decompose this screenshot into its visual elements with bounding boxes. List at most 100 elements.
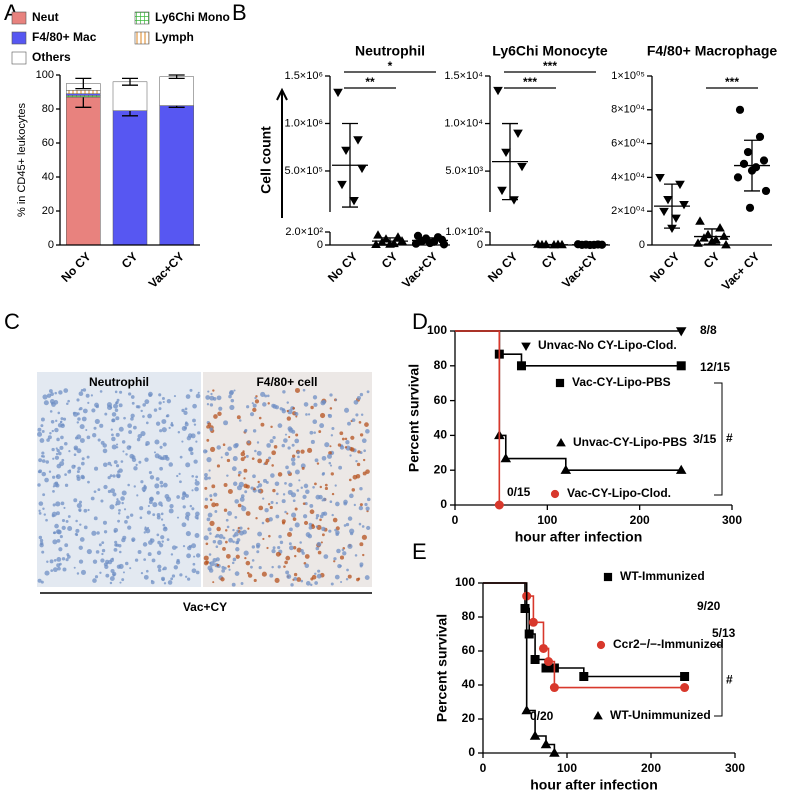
tissue-cell — [223, 508, 228, 512]
tissue-cell — [128, 392, 132, 396]
tissue-cell — [195, 475, 199, 479]
tissue-cell — [127, 483, 130, 487]
tissue-cell — [207, 390, 210, 393]
tissue-cell — [124, 520, 128, 524]
tissue-cell — [347, 574, 352, 579]
tissue-cell — [79, 424, 85, 430]
tissue-cell — [73, 411, 78, 417]
tissue-cell — [194, 515, 199, 520]
y-tick-label: 5.0×10³ — [445, 165, 483, 177]
tissue-cell — [50, 392, 54, 396]
tissue-cell — [315, 525, 318, 528]
tissue-cell — [216, 563, 220, 567]
tissue-cell — [101, 552, 104, 556]
legend-marker — [603, 572, 613, 582]
tissue-cell — [190, 451, 194, 456]
tissue-cell — [295, 433, 299, 437]
significance-label: ** — [365, 75, 375, 89]
bar-segment — [66, 90, 101, 94]
tissue-cell — [231, 466, 237, 472]
tissue-cell — [268, 456, 272, 460]
tissue-cell — [128, 430, 133, 434]
tissue-cell — [104, 564, 109, 569]
tissue-cell — [228, 537, 233, 543]
tissue-cell — [320, 541, 323, 544]
tissue-cell — [131, 539, 135, 542]
tissue-cell — [245, 511, 251, 516]
tissue-cell — [320, 412, 326, 419]
tissue-cell — [227, 489, 233, 495]
tissue-cell — [159, 480, 164, 485]
data-point — [513, 129, 523, 139]
tissue-cell — [90, 496, 95, 501]
tissue-cell — [149, 475, 155, 480]
chart-title: Neutrophil — [355, 43, 425, 59]
data-point — [721, 240, 731, 249]
tissue-cell — [366, 497, 371, 502]
tissue-cell — [159, 445, 163, 449]
tissue-cell — [314, 581, 318, 585]
tissue-cell — [332, 517, 338, 523]
tissue-cell — [262, 478, 268, 483]
tissue-cell — [239, 497, 245, 502]
tissue-cell — [81, 457, 85, 461]
tissue-cell — [168, 462, 174, 467]
tissue-cell — [274, 481, 280, 487]
legend-label: Neut — [32, 10, 59, 24]
tissue-cell — [93, 466, 99, 471]
series-label: WT-Immunized — [620, 569, 705, 583]
data-point — [517, 162, 527, 172]
tissue-cell — [360, 413, 364, 416]
tissue-cell — [115, 416, 120, 421]
x-axis-label: hour after infection — [530, 777, 658, 793]
chart-title: F4/80+ Macrophage — [647, 43, 778, 59]
tissue-cell — [73, 566, 76, 569]
tissue-cell — [187, 545, 192, 551]
tissue-cell — [175, 546, 178, 549]
y-tick-label: 20 — [462, 711, 476, 725]
tissue-cell — [234, 531, 239, 537]
tissue-cell — [239, 419, 242, 422]
tissue-cell — [137, 433, 142, 439]
tissue-cell — [104, 412, 108, 416]
y-tick-label: 80 — [434, 358, 448, 372]
tissue-cell — [191, 489, 194, 492]
tissue-cell — [244, 557, 247, 560]
y-tick-label: 100 — [427, 323, 447, 337]
bar-segment — [66, 93, 101, 96]
tissue-cell — [292, 499, 296, 503]
tissue-cell — [59, 445, 64, 450]
tissue-cell — [330, 434, 334, 437]
tissue-cell — [137, 550, 142, 554]
tissue-cell — [159, 429, 163, 433]
tissue-cell — [42, 394, 48, 400]
tissue-cell — [188, 447, 193, 452]
tissue-cell — [283, 438, 288, 443]
tissue-cell — [80, 569, 87, 575]
tissue-cell — [183, 410, 188, 415]
legend-swatch — [134, 11, 150, 25]
tissue-cell — [237, 503, 242, 508]
tissue-cell — [254, 399, 260, 404]
tissue-cell — [185, 462, 191, 468]
y-axis-label: Cell count — [258, 126, 274, 194]
tissue-cell — [67, 525, 73, 531]
tissue-cell — [314, 482, 317, 486]
tissue-cell — [103, 484, 108, 490]
data-point — [655, 174, 665, 183]
tissue-cell — [82, 408, 88, 414]
sd-bar — [502, 122, 518, 201]
x-tick-label: 0 — [452, 513, 459, 527]
tissue-cell — [331, 426, 335, 431]
tissue-cell — [179, 573, 183, 577]
tissue-cell — [212, 558, 217, 563]
y-tick-label: 0 — [477, 239, 483, 251]
tissue-cell — [251, 559, 255, 562]
tissue-cell — [227, 446, 232, 451]
significance-label: * — [388, 59, 393, 73]
tissue-cell — [39, 543, 44, 548]
tissue-cell — [46, 438, 50, 442]
tissue-cell — [86, 435, 91, 440]
tissue-cell — [112, 573, 116, 577]
data-point — [500, 453, 512, 463]
